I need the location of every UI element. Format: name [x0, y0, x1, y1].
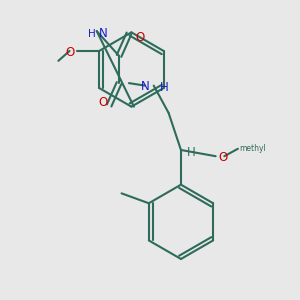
- Text: methyl: methyl: [239, 144, 266, 153]
- Text: O: O: [135, 31, 144, 44]
- Text: O: O: [98, 96, 108, 109]
- Text: N: N: [99, 27, 108, 40]
- Text: H: H: [187, 146, 196, 159]
- Text: H: H: [88, 28, 95, 39]
- Text: H: H: [160, 81, 169, 94]
- Text: O: O: [218, 151, 227, 164]
- Text: N: N: [141, 80, 150, 93]
- Text: O: O: [65, 46, 74, 59]
